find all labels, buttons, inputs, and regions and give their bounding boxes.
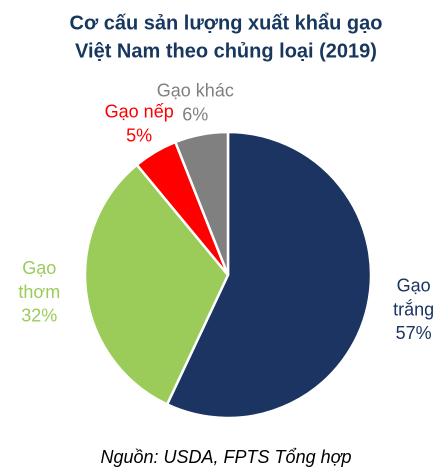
slice-value: 32% [21,306,57,326]
pie-slice [83,163,230,407]
slice-label: Gạo khác [157,80,234,100]
pie-slice [165,130,373,420]
pie-slice [173,130,230,276]
slice-label: Gạo nếp [105,102,174,122]
slice-label: Gạo trắng [393,275,434,319]
chart-title: Việt Nam theo chủng loại (2019) [75,40,377,62]
slice-value: 57% [396,323,432,343]
source-note: Nguồn: USDA, FPTS Tổng hợp [101,447,352,467]
slice-value: 5% [126,126,152,146]
slice-value: 6% [182,104,208,124]
chart-title: Cơ cấu sản lượng xuất khẩu gạo [70,12,383,34]
slice-label: Gạo thơm [18,258,60,302]
